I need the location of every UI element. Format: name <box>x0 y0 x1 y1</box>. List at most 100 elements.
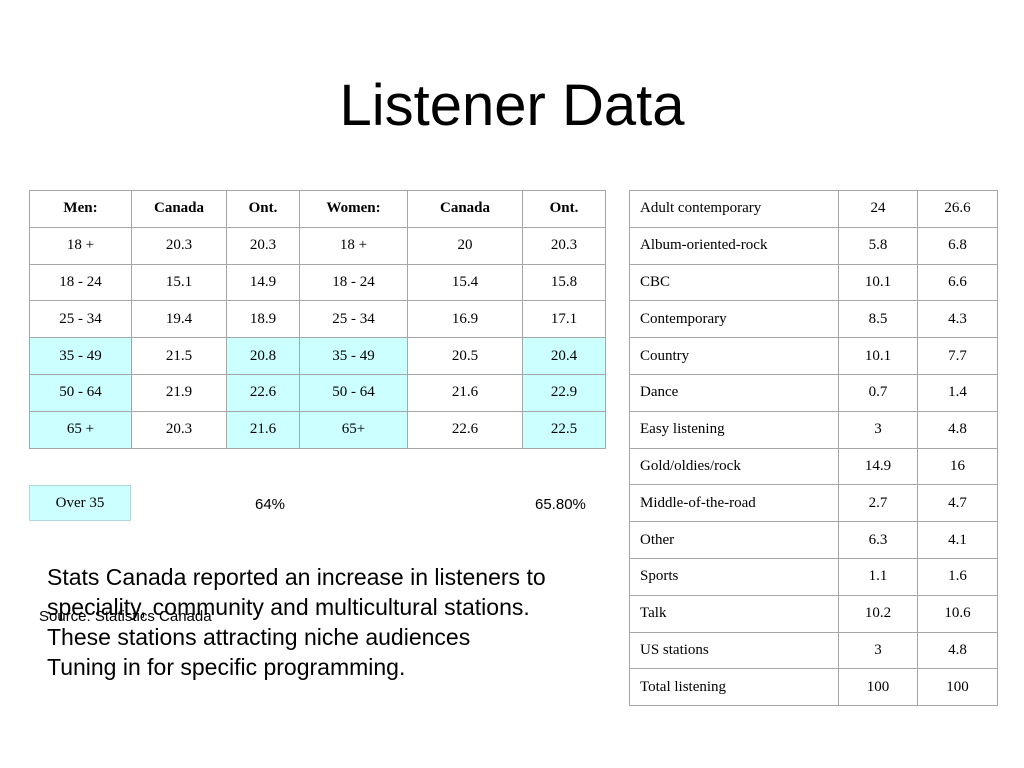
source-note: Source: Statistics Canada <box>39 608 212 625</box>
table-cell: 20.3 <box>226 226 300 265</box>
table-cell: 26.6 <box>917 190 998 228</box>
table-row: Middle-of-the-road 2.7 4.7 <box>629 484 998 523</box>
table-cell: 18 - 24 <box>29 263 132 302</box>
over-35-women-ont-value: 65.80% <box>535 496 586 513</box>
table-cell: 50 - 64 <box>29 373 132 412</box>
table-row: Easy listening 3 4.8 <box>629 410 998 449</box>
format-name-cell: CBC <box>629 263 839 302</box>
table-cell: 5.8 <box>838 226 918 265</box>
table-row: 50 - 64 21.9 22.6 50 - 64 21.6 22.9 <box>29 373 606 412</box>
table-cell: 8.5 <box>838 300 918 339</box>
format-name-cell: Album-oriented-rock <box>629 226 839 265</box>
column-header: Canada <box>131 190 227 228</box>
table-cell: 10.2 <box>838 594 918 633</box>
table-row: Other 6.3 4.1 <box>629 521 998 559</box>
table-cell: 14.9 <box>838 447 918 486</box>
note-line: These stations attracting niche audience… <box>47 624 471 650</box>
table-row: Adult contemporary 24 26.6 <box>629 190 998 228</box>
table-cell: 100 <box>917 668 998 707</box>
table-cell: 19.4 <box>131 300 227 339</box>
table-row: 18 +20.3 20.3 18 +20 20.3 <box>29 226 606 265</box>
table-cell: 20.3 <box>131 410 227 449</box>
table-cell: 7.7 <box>917 337 998 375</box>
table-cell: 22.5 <box>522 410 606 449</box>
table-cell: 15.1 <box>131 263 227 302</box>
column-header: Women: <box>299 190 408 228</box>
demographics-table: Men: Canada Ont. Women: Canada Ont. 18 +20.3 20… <box>29 190 606 449</box>
table-cell: 18 + <box>29 226 132 265</box>
table-cell: 10.1 <box>838 263 918 302</box>
table-cell: 18 + <box>299 226 408 265</box>
format-name-cell: Adult contemporary <box>629 190 839 228</box>
table-cell: 25 - 34 <box>299 300 408 339</box>
table-cell: 22.9 <box>522 373 606 412</box>
format-name-cell: Dance <box>629 373 839 412</box>
table-cell: 35 - 49 <box>29 337 132 375</box>
table-cell: 22.6 <box>226 373 300 412</box>
table-cell: 20.3 <box>522 226 606 265</box>
table-cell: 14.9 <box>226 263 300 302</box>
table-row: 18 - 24 15.1 14.9 18 - 24 15.4 15.8 <box>29 263 606 302</box>
table-cell: 6.6 <box>917 263 998 302</box>
table-row: Total listening 100 100 <box>629 668 998 707</box>
page-title: Listener Data <box>339 73 685 138</box>
note-line: Stats Canada reported an increase in lis… <box>47 564 546 620</box>
header-row: Men: Canada Ont. Women: Canada Ont. <box>29 190 606 228</box>
table-cell: 2.7 <box>838 484 918 523</box>
table-cell: 24 <box>838 190 918 228</box>
table-row: Dance 0.7 1.4 <box>629 373 998 412</box>
table-cell: 1.6 <box>917 557 998 596</box>
table-cell: 25 - 34 <box>29 300 132 339</box>
table-cell: 50 - 64 <box>299 373 408 412</box>
format-name-cell: Middle-of-the-road <box>629 484 839 523</box>
column-header: Canada <box>407 190 523 228</box>
column-header: Men: <box>29 190 132 228</box>
table-row: Album-oriented-rock 5.8 6.8 <box>629 226 998 265</box>
table-cell: 18 - 24 <box>299 263 408 302</box>
format-name-cell: Sports <box>629 557 839 596</box>
table-cell: 4.3 <box>917 300 998 339</box>
table-cell: 4.7 <box>917 484 998 523</box>
format-name-cell: Total listening <box>629 668 839 707</box>
table-row: 25 - 34 19.4 18.9 25 - 34 16.9 17.1 <box>29 300 606 339</box>
table-cell: 10.1 <box>838 337 918 375</box>
table-row: Sports 1.1 1.6 <box>629 557 998 596</box>
table-row: Gold/oldies/rock 14.9 16 <box>629 447 998 486</box>
format-name-cell: Other <box>629 521 839 559</box>
table-cell: 20.3 <box>131 226 227 265</box>
format-name-cell: US stations <box>629 631 839 670</box>
table-cell: 6.8 <box>917 226 998 265</box>
notes-text: Stats Canada reported an increase in lis… <box>47 562 607 682</box>
table-cell: 1.1 <box>838 557 918 596</box>
table-cell: 21.5 <box>131 337 227 375</box>
table-row: 35 - 49 21.5 20.8 35 - 49 20.5 20.4 <box>29 337 606 375</box>
table-cell: 6.3 <box>838 521 918 559</box>
table-cell: 18.9 <box>226 300 300 339</box>
table-row: Contemporary 8.5 4.3 <box>629 300 998 339</box>
format-name-cell: Easy listening <box>629 410 839 449</box>
over-35-men-ont-value: 64% <box>255 496 286 513</box>
column-header: Ont. <box>522 190 606 228</box>
table-cell: 65 + <box>29 410 132 449</box>
table-cell: 3 <box>838 631 918 670</box>
table-cell: 4.8 <box>917 631 998 670</box>
table-cell: 20 <box>407 226 523 265</box>
format-name-cell: Contemporary <box>629 300 839 339</box>
table-cell: 17.1 <box>522 300 606 339</box>
table-cell: 20.4 <box>522 337 606 375</box>
table-cell: 4.1 <box>917 521 998 559</box>
format-name-cell: Talk <box>629 594 839 633</box>
station-format-table: Adult contemporary 24 26.6 Album-oriented-r… <box>629 190 998 707</box>
table-cell: 1.4 <box>917 373 998 412</box>
table-row: CBC 10.1 6.6 <box>629 263 998 302</box>
table-cell: 3 <box>838 410 918 449</box>
note-line: Tuning in for specific programming. <box>47 654 406 680</box>
table-cell: 21.6 <box>226 410 300 449</box>
table-cell: 16 <box>917 447 998 486</box>
format-name-cell: Gold/oldies/rock <box>629 447 839 486</box>
table-row: Country 10.1 7.7 <box>629 337 998 375</box>
table-cell: 0.7 <box>838 373 918 412</box>
format-name-cell: Country <box>629 337 839 375</box>
table-cell: 20.5 <box>407 337 523 375</box>
table-row: Talk 10.2 10.6 <box>629 594 998 633</box>
